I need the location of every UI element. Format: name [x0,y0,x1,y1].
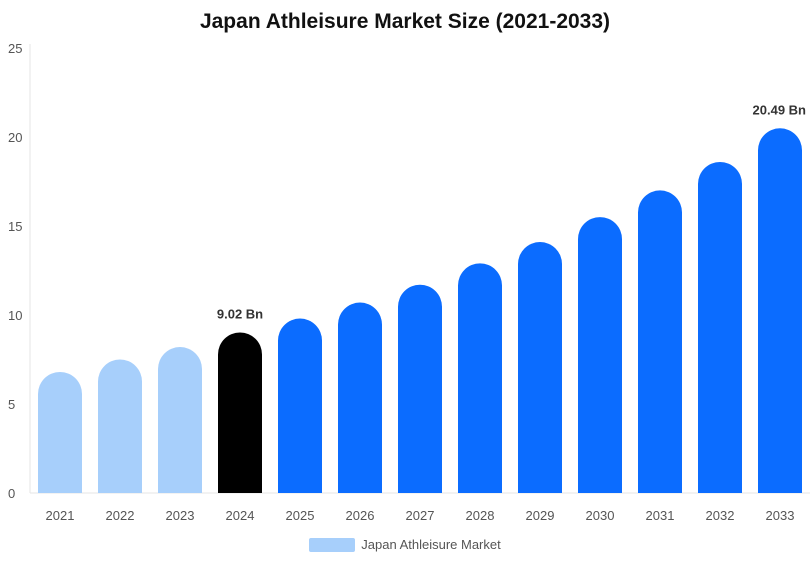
bar-2029 [518,242,562,493]
x-tick-label: 2029 [526,508,555,523]
legend-swatch [309,537,356,552]
bar-2027 [398,284,442,493]
x-tick-label: 2023 [166,508,195,523]
legend-label: Japan Athleisure Market [361,537,501,553]
y-tick-label: 10 [8,308,22,323]
x-tick-label: 2022 [106,508,135,523]
x-tick-label: 2024 [226,508,255,523]
bar-2033 [758,128,802,493]
x-tick-label: 2026 [346,508,375,523]
x-tick-label: 2021 [46,508,75,523]
bar-2024 [218,332,262,493]
bar-2025 [278,318,322,493]
y-tick-label: 20 [8,130,22,145]
y-tick-label: 25 [8,41,22,56]
bar-2026 [338,302,382,493]
bars [38,128,802,494]
x-tick-label: 2027 [406,508,435,523]
x-tick-label: 2031 [646,508,675,523]
y-tick-label: 15 [8,219,22,234]
x-tick-label: 2030 [586,508,615,523]
y-tick-label: 5 [8,397,15,412]
bar-2023 [158,347,202,493]
legend: Japan Athleisure Market [0,536,810,552]
bar-2031 [638,190,682,493]
bar-2030 [578,217,622,493]
x-tick-label: 2028 [466,508,495,523]
y-tick-label: 0 [8,486,15,501]
chart-title: Japan Athleisure Market Size (2021-2033) [199,10,611,33]
bar-2028 [458,263,502,493]
bar-2022 [98,359,142,493]
bar-2032 [698,161,742,494]
data-label-2024: 9.02 Bn [217,306,263,321]
data-labels: 9.02 Bn 20.49 Bn [217,102,806,321]
x-tick-label: 2025 [286,508,315,523]
x-tick-label: 2032 [706,508,735,523]
data-label-2033: 20.49 Bn [753,102,807,117]
x-tick-label: 2033 [766,508,795,523]
bar-2021 [38,371,82,493]
